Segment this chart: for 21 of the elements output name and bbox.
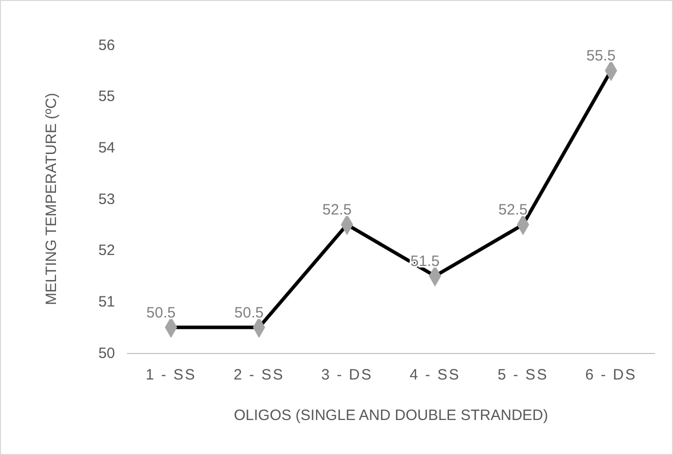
data-label: 50.5 (234, 304, 264, 322)
x-tick-label: 4 - SS (410, 366, 460, 384)
x-tick-label: 5 - SS (498, 366, 548, 384)
y-tick-label: 52 (98, 242, 115, 260)
y-tick-label: 50 (98, 344, 115, 362)
x-tick-label: 2 - SS (234, 366, 284, 384)
x-tick-label: 6 - DS (585, 366, 637, 384)
data-label: 50.5 (146, 304, 176, 322)
y-tick-label: 54 (98, 139, 115, 156)
y-tick-label: 51 (98, 293, 115, 310)
y-tick-label: 56 (98, 36, 115, 54)
x-tick-label: 3 - DS (321, 366, 373, 384)
y-tick-label: 55 (98, 88, 115, 106)
x-tick-label: 1 - SS (146, 366, 196, 384)
data-label: 52.5 (498, 202, 528, 219)
x-axis-title: OLIGOS (SINGLE AND DOUBLE STRANDED) (234, 407, 548, 424)
data-label: 51.5 (410, 253, 440, 270)
data-label: 55.5 (586, 48, 616, 65)
y-tick-label: 53 (98, 190, 115, 208)
y-axis-title: MELTING TEMPERATURE (ºC) (43, 92, 60, 306)
data-label: 52.5 (322, 202, 352, 219)
